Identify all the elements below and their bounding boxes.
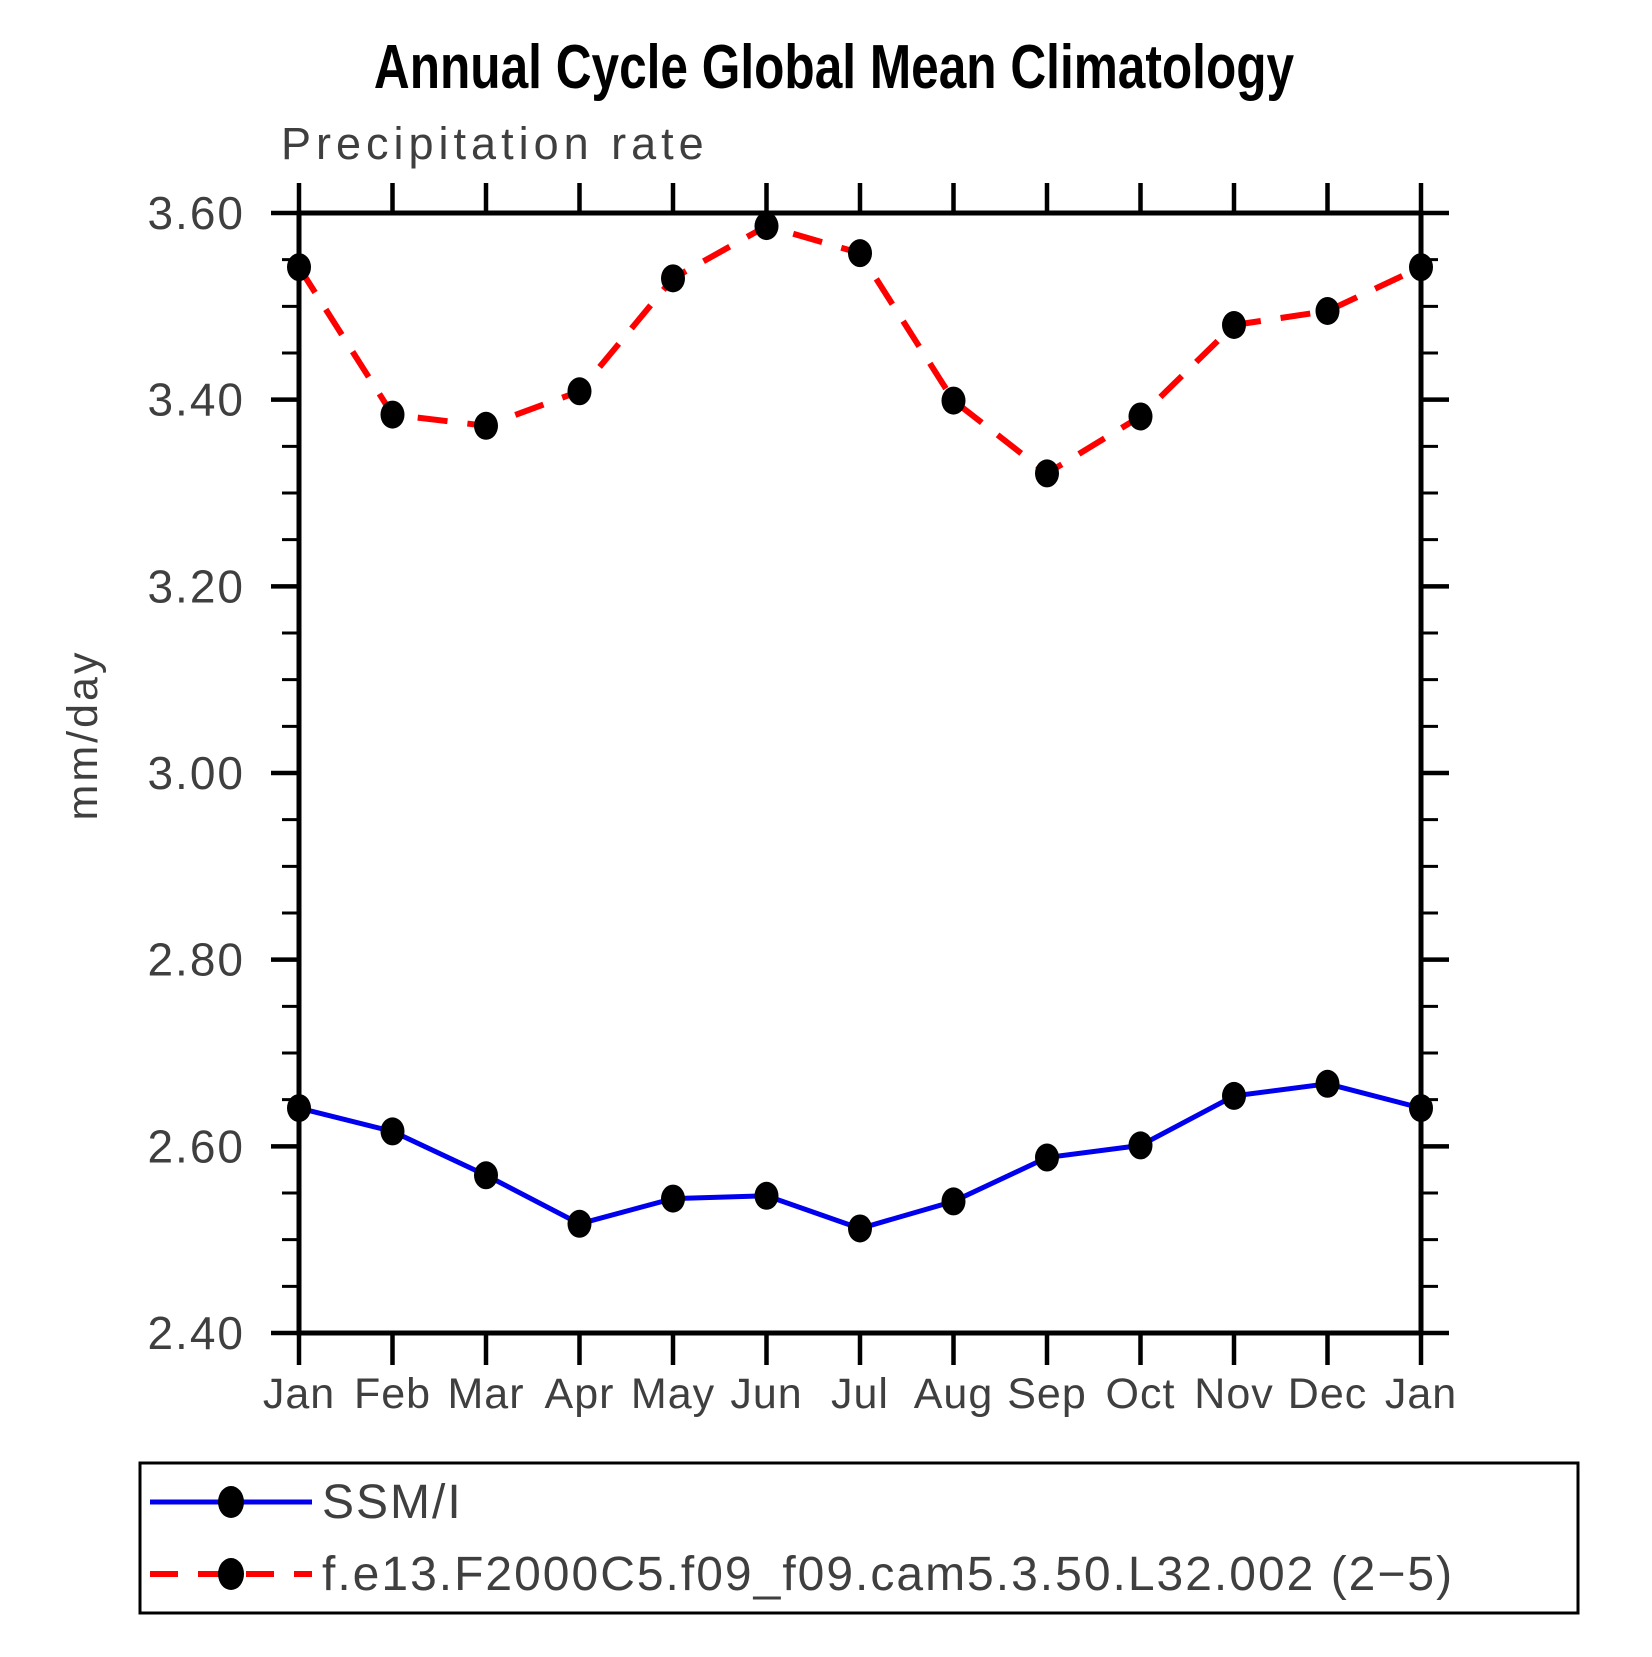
month-label: Nov	[1194, 1370, 1273, 1418]
data-point-1-Oct	[1128, 402, 1153, 431]
month-label: Mar	[447, 1370, 524, 1418]
plot-frame	[296, 210, 1424, 1336]
legend-box	[138, 1461, 1580, 1615]
month-label: Feb	[354, 1370, 431, 1418]
data-point-0-Jan	[1409, 1094, 1433, 1123]
month-label: Aug	[914, 1370, 994, 1418]
y-tick-label: 3.60	[147, 187, 245, 239]
y-tick-label: 3.40	[147, 374, 245, 426]
page-title: Annual Cycle Global Mean Climatology	[374, 32, 1294, 102]
data-point-0-Jul	[848, 1214, 872, 1243]
y-tick-label: 2.60	[147, 1120, 245, 1172]
data-point-1-Sep	[1035, 459, 1059, 488]
y-tick-label: 2.40	[147, 1307, 245, 1359]
y-axis-label: mm/day	[59, 650, 107, 821]
y-tick-labels: 3.60 3.40 3.20 3.00 2.80 2.60 2.40	[147, 187, 245, 1359]
data-point-0-May	[661, 1184, 685, 1213]
chart-subtitle: Precipitation rate	[281, 118, 709, 169]
legend-marker-model	[218, 1558, 244, 1590]
month-label: Dec	[1288, 1370, 1367, 1418]
data-series	[287, 212, 1433, 1243]
legend-label-ssmi: SSM/I	[322, 1476, 463, 1529]
data-point-0-Jan	[287, 1094, 311, 1123]
data-point-1-Mar	[474, 411, 498, 440]
month-label: Jun	[730, 1370, 802, 1418]
x-tick-labels: Jan Feb Mar Apr May Jun Jul Aug Sep Oct Nov Dec Jan	[263, 1370, 1457, 1418]
data-point-0-Apr	[567, 1209, 592, 1238]
month-label: May	[631, 1370, 715, 1418]
data-point-0-Nov	[1222, 1081, 1246, 1110]
series-line-0	[298, 1081, 1422, 1232]
month-label: Sep	[1007, 1370, 1087, 1418]
data-point-0-Jun	[754, 1181, 779, 1210]
y-tick-label: 3.00	[147, 747, 245, 799]
legend: SSM/I f.e13.F2000C5.f09_f09.cam5.3.50.L3…	[138, 1461, 1580, 1615]
y-tick-label: 2.80	[147, 934, 245, 986]
data-point-1-Apr	[567, 377, 592, 406]
data-point-1-Jan	[1409, 253, 1433, 282]
month-label: Apr	[545, 1370, 615, 1418]
data-point-0-Aug	[941, 1187, 966, 1216]
data-point-0-Feb	[380, 1117, 405, 1146]
data-point-1-Jan	[287, 253, 311, 282]
data-point-0-Mar	[474, 1161, 498, 1190]
month-label: Jul	[831, 1370, 889, 1418]
legend-marker-ssmi	[218, 1486, 244, 1518]
month-label: Jan	[263, 1370, 335, 1418]
data-point-0-Dec	[1315, 1069, 1340, 1098]
month-label: Oct	[1106, 1370, 1176, 1418]
data-point-1-May	[661, 264, 685, 293]
data-point-1-Aug	[941, 386, 966, 415]
data-point-0-Sep	[1035, 1143, 1059, 1172]
axis-ticks	[271, 183, 1449, 1365]
data-point-1-Jul	[848, 239, 872, 268]
data-point-1-Dec	[1315, 297, 1340, 325]
data-point-0-Oct	[1128, 1131, 1153, 1160]
y-tick-label: 3.20	[147, 560, 245, 612]
data-point-1-Nov	[1222, 311, 1246, 339]
data-point-1-Feb	[380, 400, 405, 429]
month-label: Jan	[1385, 1370, 1457, 1418]
data-point-1-Jun	[754, 212, 779, 241]
legend-label-model: f.e13.F2000C5.f09_f09.cam5.3.50.L32.002 …	[322, 1548, 1454, 1601]
